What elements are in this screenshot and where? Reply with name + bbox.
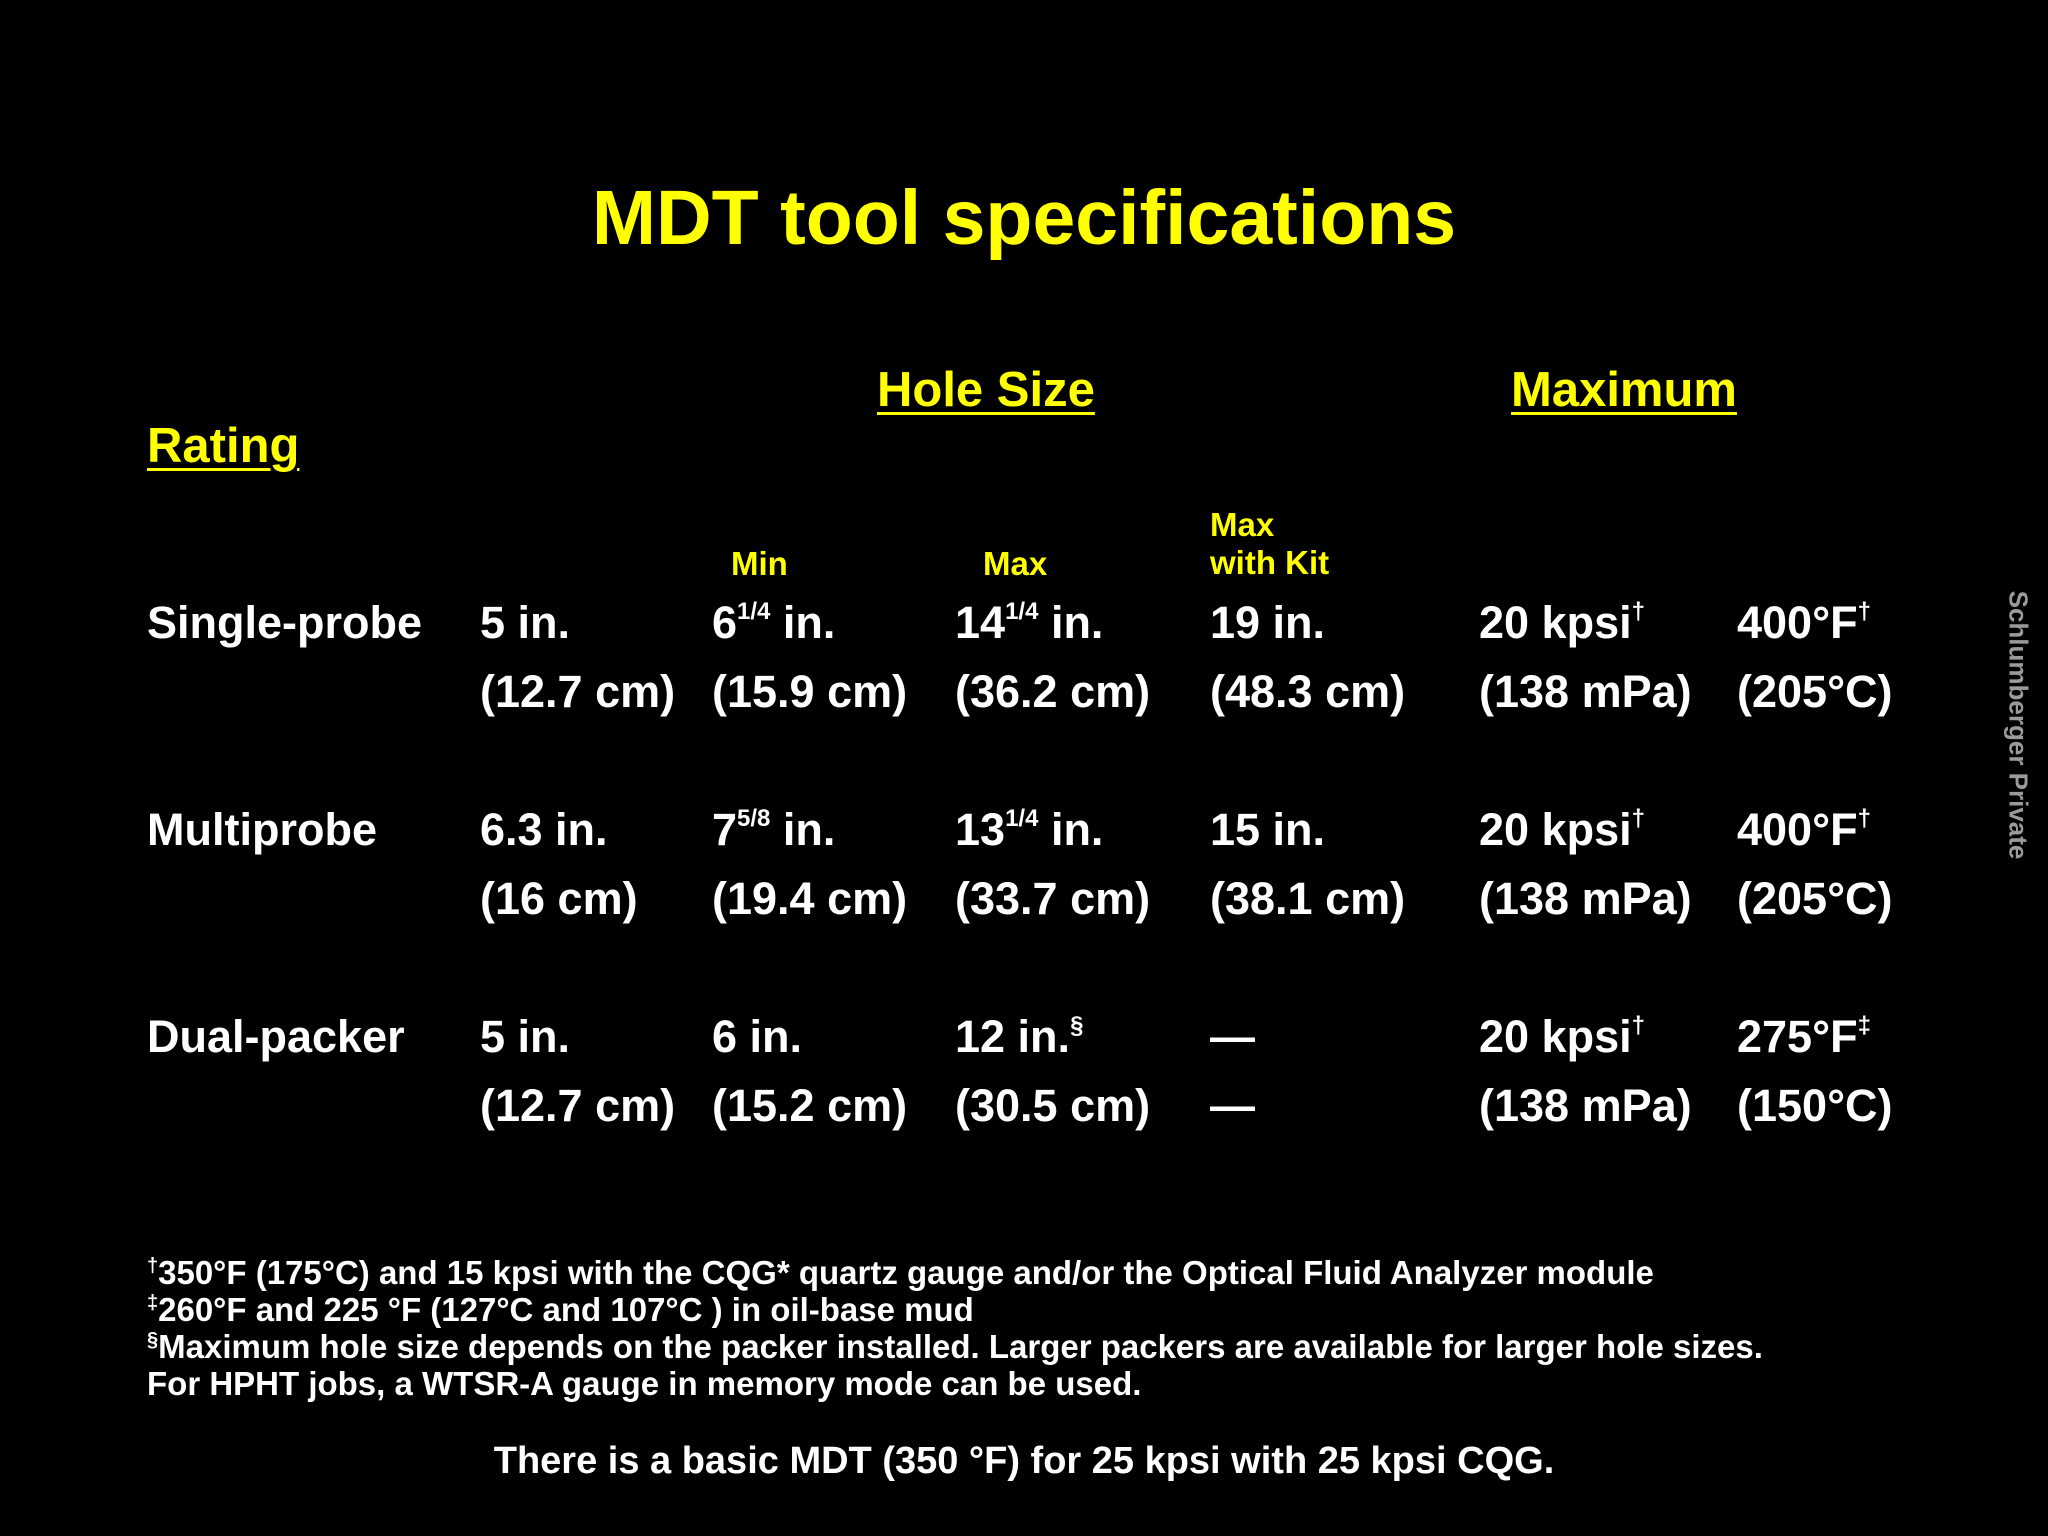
multiprobe-min-cm: (19.4 cm) — [712, 873, 908, 924]
row-name-multiprobe: Multiprobe — [147, 804, 377, 855]
single-probe-kit-cm: (48.3 cm) — [1210, 666, 1406, 717]
single-probe-min-in: 61/4 in. — [712, 597, 836, 648]
footnote-hpht: For HPHT jobs, a WTSR-A gauge in memory … — [147, 1365, 1142, 1402]
dual-packer-cable-in: 5 in. — [480, 1011, 571, 1062]
rating-header: Rating — [147, 419, 300, 473]
max-with-kit-subheader: Max with Kit — [1210, 506, 1330, 581]
dual-packer-kit-in: — — [1210, 1011, 1255, 1062]
row-name-dual-packer: Dual-packer — [147, 1011, 405, 1062]
multiprobe-cable-cm: (16 cm) — [480, 873, 638, 924]
dual-packer-min-cm: (15.2 cm) — [712, 1080, 908, 1131]
maximum-header: Maximum — [1511, 363, 1738, 417]
multiprobe-temperature: 400°F† — [1737, 804, 1871, 855]
min-subheader: Min — [731, 545, 788, 582]
single-probe-min-cm: (15.9 cm) — [712, 666, 908, 717]
single-probe-temperature: 400°F† — [1737, 597, 1871, 648]
row-name-single-probe: Single-probe — [147, 597, 423, 648]
multiprobe-temperature-metric: (205°C) — [1737, 873, 1893, 924]
dual-packer-max-in: 12 in.§ — [955, 1011, 1084, 1062]
max-subheader: Max — [983, 545, 1048, 582]
footnote-double-dagger: ‡260°F and 225 °F (127°C and 107°C ) in … — [147, 1291, 974, 1328]
multiprobe-max-in: 131/4 in. — [955, 804, 1104, 855]
footnote-dagger: †350°F (175°C) and 15 kpsi with the CQG*… — [147, 1254, 1654, 1291]
dual-packer-temperature: 275°F‡ — [1737, 1011, 1871, 1062]
multiprobe-min-in: 75/8 in. — [712, 804, 836, 855]
single-probe-max-in: 141/4 in. — [955, 597, 1104, 648]
single-probe-max-cm: (36.2 cm) — [955, 666, 1151, 717]
bottom-note: There is a basic MDT (350 °F) for 25 kps… — [493, 1440, 1555, 1482]
multiprobe-cable-in: 6.3 in. — [480, 804, 608, 855]
single-probe-temperature-metric: (205°C) — [1737, 666, 1893, 717]
hole-size-header: Hole Size — [877, 363, 1095, 417]
multiprobe-kit-in: 15 in. — [1210, 804, 1326, 855]
footnote-section: §Maximum hole size depends on the packer… — [147, 1328, 1763, 1365]
classification-label: Schlumberger Private — [2003, 590, 2034, 860]
dual-packer-pressure-metric: (138 mPa) — [1479, 1080, 1692, 1131]
dual-packer-cable-cm: (12.7 cm) — [480, 1080, 676, 1131]
multiprobe-kit-cm: (38.1 cm) — [1210, 873, 1406, 924]
dual-packer-max-cm: (30.5 cm) — [955, 1080, 1151, 1131]
multiprobe-pressure: 20 kpsi† — [1479, 804, 1645, 855]
single-probe-cable-in: 5 in. — [480, 597, 571, 648]
dual-packer-temperature-metric: (150°C) — [1737, 1080, 1893, 1131]
dual-packer-kit-cm: — — [1210, 1080, 1255, 1131]
page-title: MDT tool specifications — [591, 175, 1457, 261]
single-probe-kit-in: 19 in. — [1210, 597, 1326, 648]
dual-packer-min-in: 6 in. — [712, 1011, 803, 1062]
multiprobe-max-cm: (33.7 cm) — [955, 873, 1151, 924]
single-probe-pressure-metric: (138 mPa) — [1479, 666, 1692, 717]
single-probe-pressure: 20 kpsi† — [1479, 597, 1645, 648]
multiprobe-pressure-metric: (138 mPa) — [1479, 873, 1692, 924]
dual-packer-pressure: 20 kpsi† — [1479, 1011, 1645, 1062]
single-probe-cable-cm: (12.7 cm) — [480, 666, 676, 717]
